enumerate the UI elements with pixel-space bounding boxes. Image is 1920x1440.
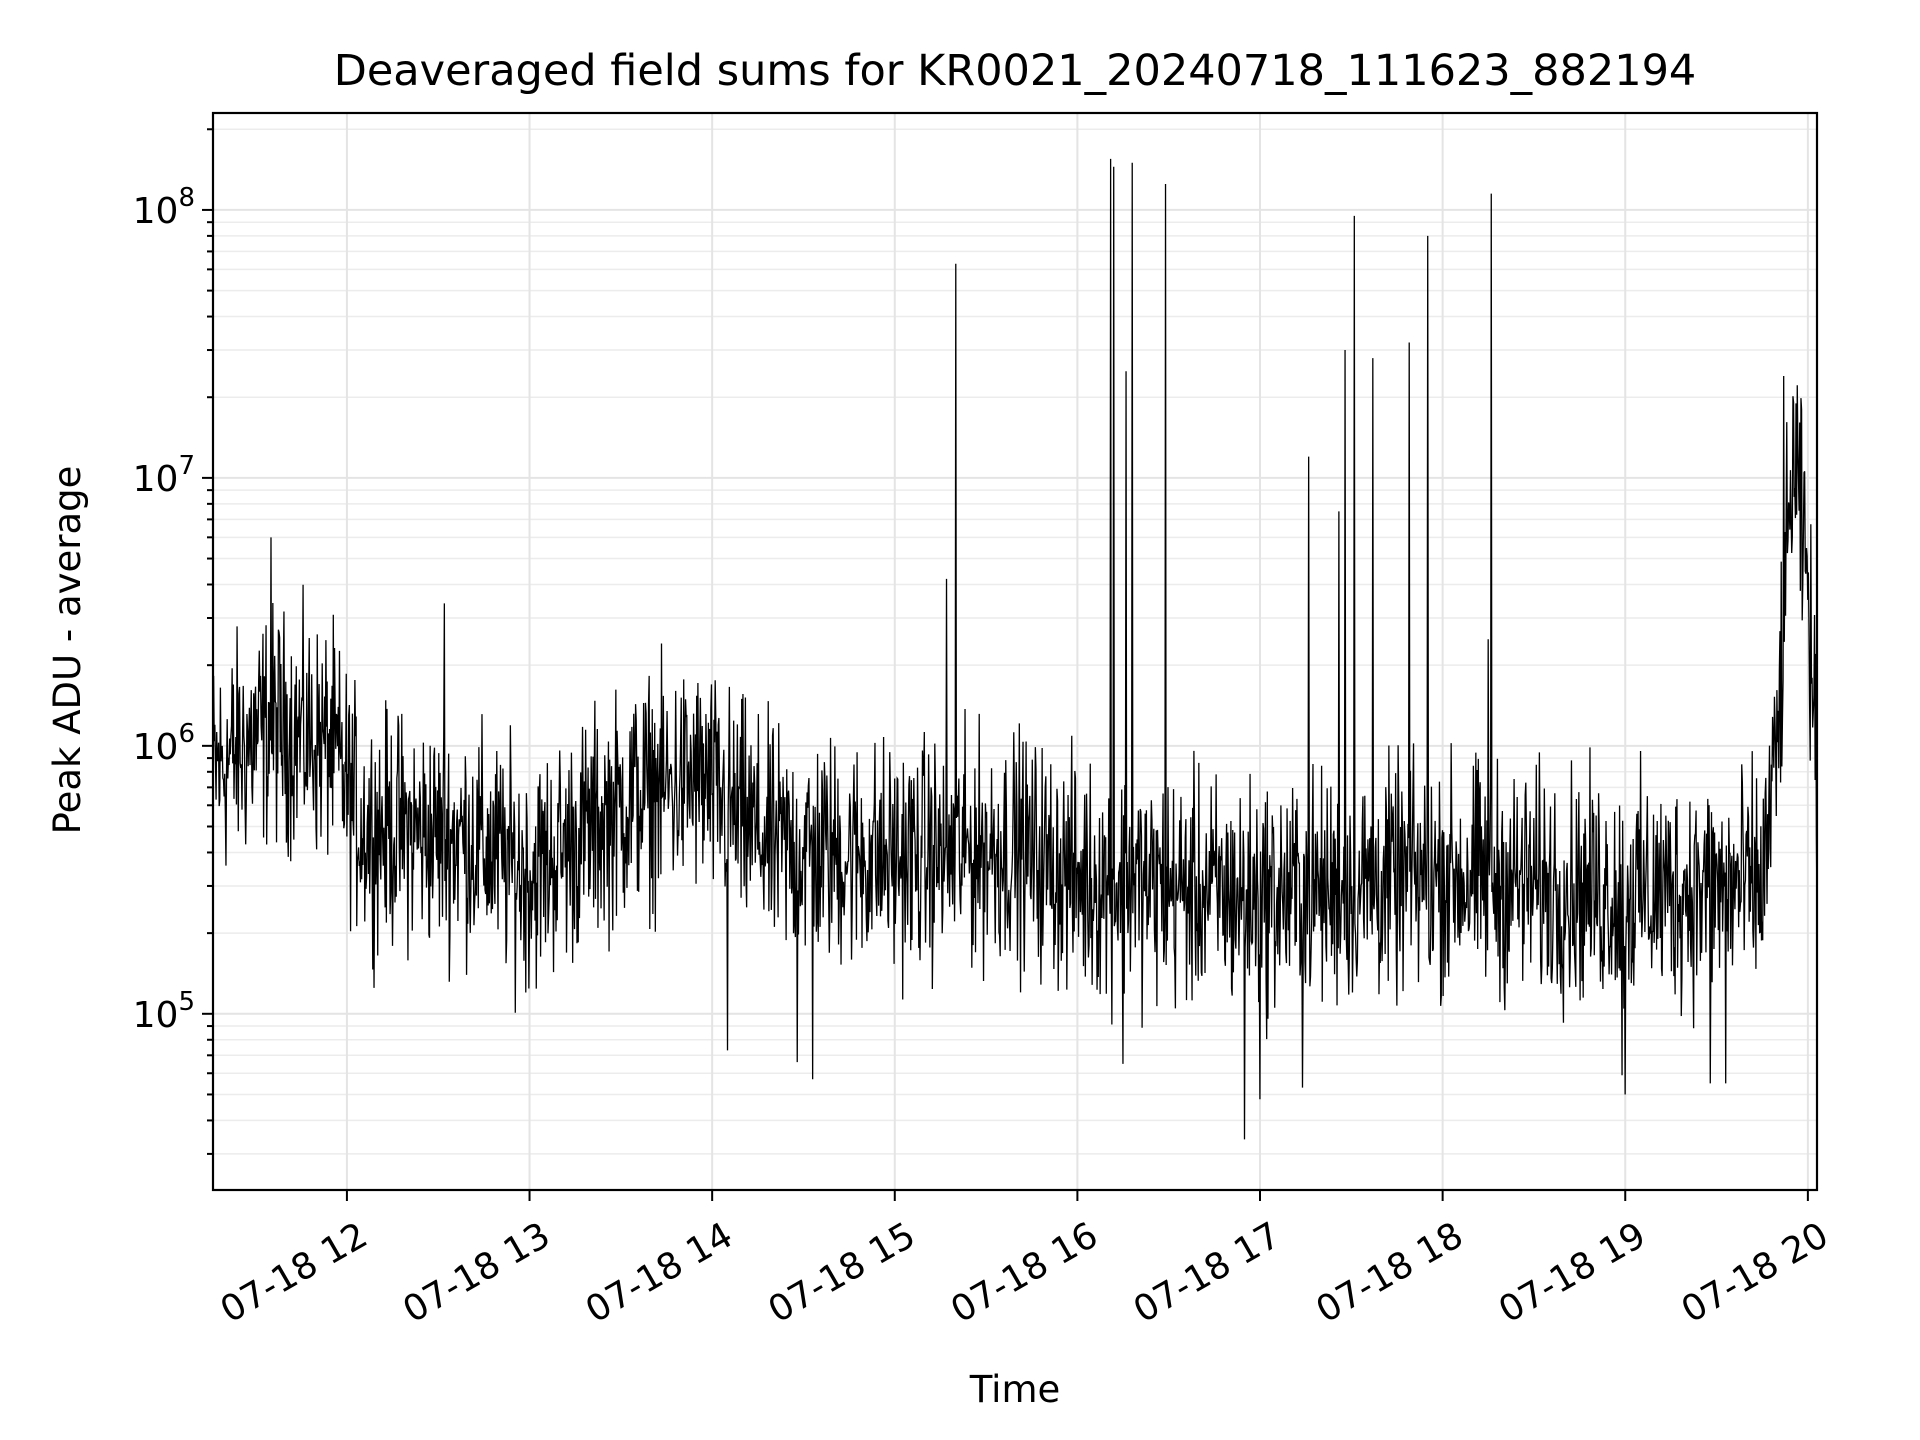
plot-frame bbox=[211, 111, 1819, 1192]
series-line bbox=[212, 158, 1818, 1140]
y-axis-label: Peak ADU - average bbox=[46, 466, 89, 835]
x-axis-label: Time bbox=[969, 1368, 1061, 1411]
y-tick-label: 108 bbox=[133, 183, 195, 232]
series-group bbox=[212, 158, 1818, 1140]
y-tick-label: 105 bbox=[133, 987, 195, 1036]
y-tick-label: 106 bbox=[133, 719, 195, 768]
y-tick-label: 107 bbox=[133, 451, 195, 500]
axis-ticks bbox=[202, 128, 1809, 1201]
chart-title: Deaveraged field sums for KR0021_2024071… bbox=[334, 46, 1697, 96]
